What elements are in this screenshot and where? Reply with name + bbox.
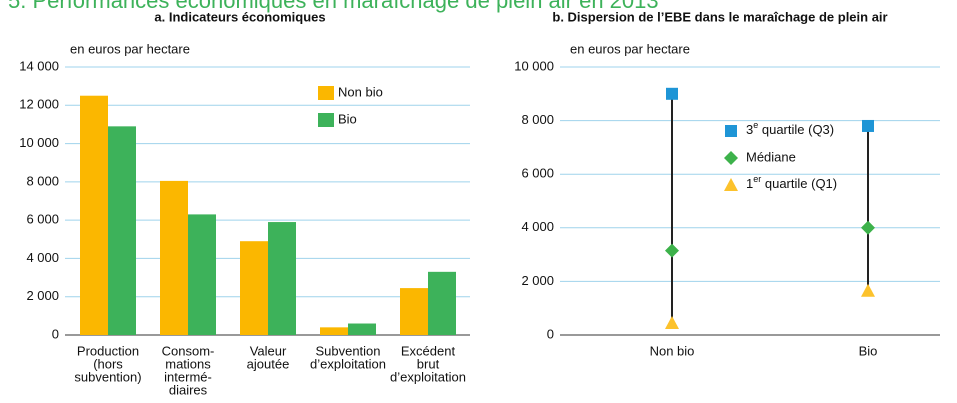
y-tick-label: 0 — [52, 326, 59, 341]
marker — [725, 125, 737, 137]
legend-label: Bio — [338, 111, 357, 126]
x-tick-label: Consom- — [162, 343, 215, 358]
x-tick-label: (hors — [93, 356, 123, 371]
x-tick-label: Valeur — [250, 343, 287, 358]
marker — [724, 151, 738, 165]
y-tick-label: 0 — [547, 326, 554, 341]
x-tick-label: Non bio — [650, 343, 695, 358]
bar — [160, 180, 188, 335]
marker — [666, 87, 678, 100]
marker — [724, 178, 738, 191]
y-tick-label: 4 000 — [26, 250, 59, 265]
y-tick-label: 6 000 — [26, 212, 59, 227]
legend-swatch — [318, 113, 334, 127]
x-tick-label: subvention) — [74, 369, 141, 384]
bar — [320, 327, 348, 335]
bar — [268, 222, 296, 335]
legend-label: Non bio — [338, 84, 383, 99]
y-tick-label: 4 000 — [521, 219, 554, 234]
marker — [665, 315, 679, 329]
bar — [188, 214, 216, 335]
bar — [80, 95, 108, 335]
x-tick-label: Excédent — [401, 343, 456, 358]
bar — [240, 241, 268, 335]
x-tick-label: Bio — [859, 343, 878, 358]
y-tick-label: 8 000 — [26, 173, 59, 188]
y-tick-label: 6 000 — [521, 166, 554, 181]
x-tick-label: ajoutée — [247, 356, 290, 371]
y-tick-label: 2 000 — [521, 273, 554, 288]
page-title: 5. Performances économiques en maraîchag… — [8, 0, 659, 13]
x-tick-label: brut — [417, 356, 440, 371]
chart-title: a. Indicateurs économiques — [154, 9, 325, 24]
legend-label: Médiane — [746, 149, 796, 164]
chart-title: b. Dispersion de l’EBE dans le maraîchag… — [552, 9, 887, 24]
x-tick-label: d’exploitation — [310, 356, 386, 371]
bar — [108, 126, 136, 335]
bar — [400, 288, 428, 335]
x-tick-label: mations — [165, 356, 211, 371]
y-tick-label: 10 000 — [514, 58, 554, 73]
x-tick-label: intermé- — [164, 369, 212, 384]
y-tick-label: 8 000 — [521, 112, 554, 127]
marker — [862, 119, 874, 132]
x-tick-label: diaires — [169, 382, 208, 397]
marker — [861, 220, 875, 235]
marker — [861, 283, 875, 297]
bar — [428, 271, 456, 335]
marker — [665, 243, 679, 258]
y-tick-label: 10 000 — [19, 135, 59, 150]
x-tick-label: Production — [77, 343, 139, 358]
legend-swatch — [318, 86, 334, 100]
x-tick-label: Subvention — [315, 343, 380, 358]
y-axis-label: en euros par hectare — [570, 41, 690, 56]
x-tick-label: d’exploitation — [390, 369, 466, 384]
y-axis-label: en euros par hectare — [70, 41, 190, 56]
y-tick-label: 2 000 — [26, 288, 59, 303]
legend-label: 3e quartile (Q3) — [746, 120, 834, 137]
legend-label: 1er quartile (Q1) — [746, 174, 837, 191]
bar — [348, 323, 376, 335]
y-tick-label: 14 000 — [19, 58, 59, 73]
y-tick-label: 12 000 — [19, 97, 59, 112]
